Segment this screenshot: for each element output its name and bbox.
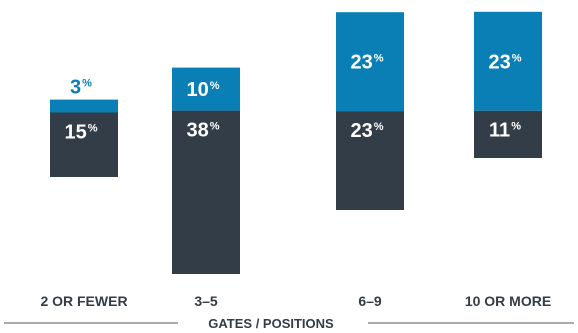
value-label-number: 15 [64, 122, 86, 144]
x-axis-title: GATES / POSITIONS [208, 316, 334, 331]
category-label: 2 OR FEWER [40, 293, 127, 309]
bar-segment-upper [474, 11, 542, 111]
category-label: 3–5 [194, 293, 218, 309]
value-label-number: 10 [186, 79, 208, 101]
category-label: 6–9 [358, 293, 382, 309]
value-label: 23% [488, 51, 521, 73]
value-label-suffix: % [82, 78, 92, 90]
bar-segment-lower [172, 110, 240, 274]
value-label-suffix: % [210, 80, 220, 92]
value-label-number: 11 [489, 120, 510, 142]
value-label-suffix: % [374, 53, 384, 65]
value-label-suffix: % [374, 121, 384, 133]
category-labels-layer: 2 OR FEWER 3–5 6–9 10 OR MORE [40, 293, 551, 309]
bar-segment-upper [50, 99, 118, 113]
value-label-suffix: % [511, 121, 521, 133]
value-label: 38% [186, 120, 219, 142]
value-labels-layer: 15%3%38%10%23%23%11%23% [64, 51, 521, 143]
value-label-number: 23 [488, 51, 510, 73]
value-label: 23% [350, 120, 383, 142]
bar-segment-lower [474, 110, 542, 158]
value-label-number: 38 [186, 120, 208, 142]
category-label: 10 OR MORE [465, 293, 551, 309]
value-label: 10% [186, 79, 219, 101]
value-label: 3% [70, 77, 92, 99]
value-label: 23% [350, 52, 383, 74]
value-label: 15% [64, 122, 97, 144]
bar-segment-upper [336, 12, 404, 112]
bars-layer [50, 11, 542, 274]
value-label-number: 23 [350, 120, 372, 142]
bar-segment-upper [172, 67, 240, 111]
value-label-number: 23 [350, 52, 372, 74]
bar-segment-lower [50, 112, 118, 177]
value-label-suffix: % [210, 121, 220, 133]
value-label-suffix: % [512, 52, 522, 64]
value-label-suffix: % [88, 123, 98, 135]
value-label-number: 3 [70, 77, 81, 99]
value-label: 11% [489, 120, 521, 142]
bar-segment-lower [336, 111, 404, 210]
